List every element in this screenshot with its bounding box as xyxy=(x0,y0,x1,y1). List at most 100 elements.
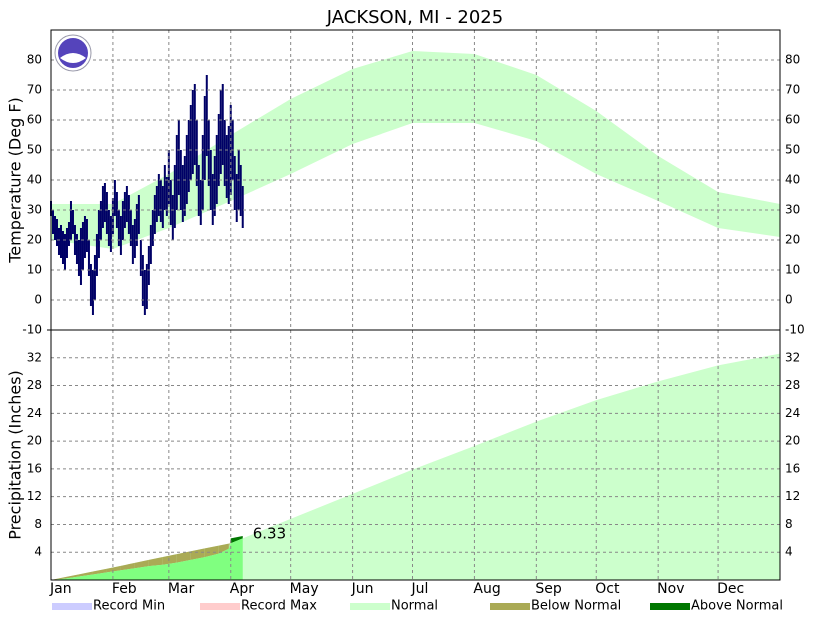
temperature-range xyxy=(69,201,72,240)
temperature-range xyxy=(141,255,144,306)
temperature-range xyxy=(173,165,176,228)
legend-label: Record Max xyxy=(241,599,317,614)
y2-tick-label: 70 xyxy=(785,83,800,97)
legend-swatch xyxy=(490,603,530,610)
temperature-range xyxy=(65,228,68,258)
noaa-logo xyxy=(54,34,92,72)
below-normal-band xyxy=(176,551,191,563)
below-normal-band xyxy=(204,545,219,558)
temperature-range xyxy=(139,240,142,276)
temperature-range xyxy=(149,225,152,264)
y-tick-label: 16 xyxy=(27,461,42,475)
x-tick-label: Apr xyxy=(230,581,254,597)
legend-label: Above Normal xyxy=(691,599,783,614)
temperature-range xyxy=(165,177,168,216)
temperature-range xyxy=(137,195,140,234)
temperature-range xyxy=(207,120,210,186)
temperature-range xyxy=(185,135,188,204)
normal-area xyxy=(51,353,780,580)
temperature-range xyxy=(61,231,64,264)
temperature-range xyxy=(223,120,226,186)
temperature-range xyxy=(121,201,124,240)
y2-tick-label: 32 xyxy=(785,350,800,364)
temperature-range xyxy=(151,210,154,246)
temperature-range xyxy=(195,120,198,186)
below-normal-band xyxy=(51,577,65,580)
temperature-range xyxy=(227,126,230,204)
temperature-range xyxy=(85,219,88,252)
temperature-range xyxy=(215,135,218,204)
logo-bird xyxy=(60,53,86,63)
x-tick-label: May xyxy=(290,581,319,597)
y-tick-label: 28 xyxy=(27,378,42,392)
temperature-range xyxy=(57,228,60,255)
y2-tick-label: 24 xyxy=(785,406,800,420)
y2-tick-label: 60 xyxy=(785,113,800,127)
temperature-range xyxy=(99,201,102,240)
observed-area xyxy=(51,538,243,580)
y-tick-label: 60 xyxy=(27,113,42,127)
temperature-range xyxy=(221,84,224,165)
temperature-range xyxy=(75,234,78,264)
x-tick-label: Jan xyxy=(49,581,72,597)
x-tick-label: Oct xyxy=(595,581,620,597)
below-normal-band xyxy=(120,562,135,571)
temperature-range xyxy=(117,210,120,246)
temperature-range xyxy=(205,75,208,156)
y-tick-label: 24 xyxy=(27,406,42,420)
y-tick-label: 32 xyxy=(27,350,42,364)
temperature-range xyxy=(97,210,100,258)
temperature-range xyxy=(53,216,56,240)
temperature-range xyxy=(203,96,206,180)
y-tick-label: 20 xyxy=(27,233,42,247)
temperature-range xyxy=(163,165,166,210)
x-tick-label: Jul xyxy=(411,581,429,597)
y-tick-label: 70 xyxy=(27,83,42,97)
y-tick-label: 40 xyxy=(27,173,42,187)
temperature-range xyxy=(135,204,138,246)
temperature-range xyxy=(55,219,58,246)
y-tick-label: 50 xyxy=(27,143,42,157)
temperature-range xyxy=(71,210,74,234)
temperature-range xyxy=(77,240,80,276)
below-normal-band xyxy=(162,554,177,565)
temperature-range xyxy=(211,174,214,225)
x-tick-label: Feb xyxy=(112,581,137,597)
y-tick-label: 30 xyxy=(27,203,42,217)
legend-label: Record Min xyxy=(93,599,165,614)
temperature-range xyxy=(109,216,112,252)
y2-tick-label: -10 xyxy=(785,323,805,337)
below-normal-band xyxy=(78,571,93,577)
y2-tick-label: 80 xyxy=(785,53,800,67)
temperature-range xyxy=(145,264,148,309)
temperature-range xyxy=(187,120,190,192)
legend-swatch xyxy=(350,603,390,610)
temperature-range xyxy=(155,186,158,222)
legend-swatch xyxy=(52,603,92,610)
y2-tick-label: 8 xyxy=(785,517,793,531)
temperature-range xyxy=(101,186,104,228)
temperature-range xyxy=(95,234,98,276)
below-normal-band xyxy=(190,548,205,560)
temperature-range xyxy=(83,216,86,258)
temperature-range xyxy=(183,156,186,216)
y-tick-label: 12 xyxy=(27,489,42,503)
temperature-range xyxy=(225,135,228,198)
y2-tick-label: 12 xyxy=(785,489,800,503)
y-tick-label: 0 xyxy=(34,293,42,307)
x-tick-label: Jun xyxy=(351,581,374,597)
temperature-range xyxy=(113,180,116,216)
temperature-range xyxy=(161,186,164,228)
temperature-range xyxy=(241,186,244,228)
temperature-range xyxy=(153,195,156,234)
y2-tick-label: 16 xyxy=(785,461,800,475)
temperature-range xyxy=(87,240,90,276)
temperature-range xyxy=(193,84,196,165)
y-axis-label: Temperature (Deg F) xyxy=(6,97,25,264)
y-tick-label: 4 xyxy=(34,545,42,559)
temperature-range xyxy=(67,222,70,246)
below-normal-band xyxy=(106,565,121,573)
temperature-range xyxy=(181,165,184,222)
temperature-range xyxy=(239,165,242,216)
